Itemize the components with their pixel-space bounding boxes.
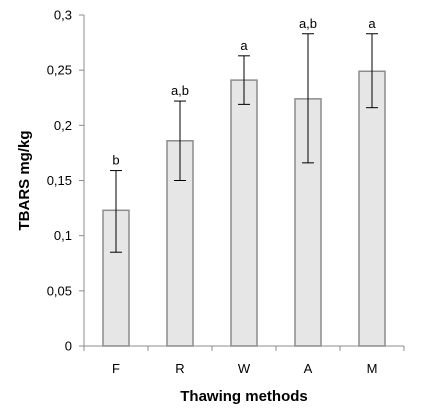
y-tick-label: 0 (65, 339, 72, 354)
significance-label-M: a (368, 16, 376, 31)
y-tick-label: 0,05 (47, 283, 72, 298)
x-axis-title: Thawing methods (180, 388, 308, 405)
error-bars (110, 33, 378, 253)
bar-M (358, 70, 386, 347)
y-tick-label: 0,3 (54, 8, 72, 23)
y-axis-ticks: 0 0,05 0,1 0,15 0,2 0,25 0,3 (47, 8, 84, 354)
x-tick-label-A: A (304, 361, 313, 376)
x-tick-label-M: M (367, 361, 378, 376)
x-tick-label-W: W (238, 361, 251, 376)
significance-label-A: a,b (299, 16, 317, 31)
significance-label-F: b (112, 153, 119, 168)
y-tick-label: 0,15 (47, 173, 72, 188)
significance-labels: b a,b a a,b a (112, 16, 376, 168)
significance-label-R: a,b (171, 83, 189, 98)
y-axis-title: TBARS mg/kg (16, 130, 33, 230)
bars (102, 70, 386, 347)
significance-label-W: a (240, 38, 248, 53)
y-tick-label: 0,1 (54, 228, 72, 243)
bar-W (230, 79, 258, 347)
x-tick-label-R: R (175, 361, 184, 376)
y-tick-label: 0,25 (47, 63, 72, 78)
x-tick-label-F: F (112, 361, 120, 376)
y-tick-label: 0,2 (54, 118, 72, 133)
